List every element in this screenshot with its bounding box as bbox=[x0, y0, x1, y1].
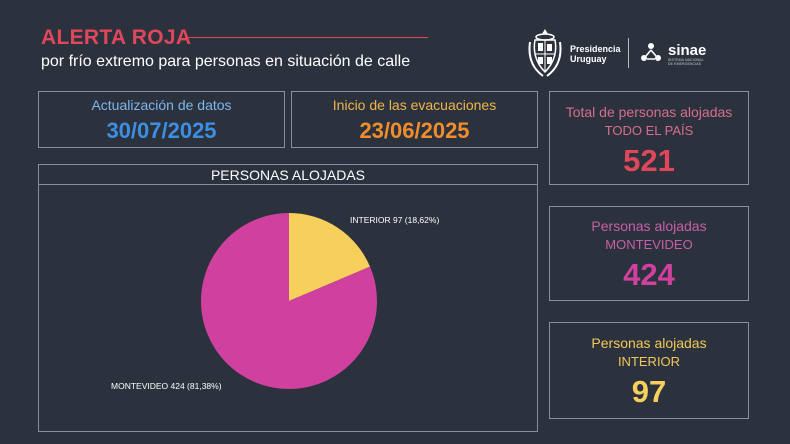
interior-value: 97 bbox=[631, 374, 667, 409]
total-label: Total de personas alojadas bbox=[565, 104, 733, 120]
update-date-label: Actualización de datos bbox=[91, 97, 232, 113]
pie-chart: INTERIOR 97 (18,62%) MONTEVIDEO 424 (81,3… bbox=[111, 213, 439, 391]
total-scope: TODO EL PAÍS bbox=[604, 123, 694, 138]
pie-slice-montevideo bbox=[201, 213, 377, 389]
interior-card: Personas alojadas INTERIOR 97 bbox=[549, 322, 749, 419]
montevideo-label: Personas alojadas bbox=[591, 218, 707, 234]
pie-chart-panel: PERSONAS ALOJADAS INTERIOR 97 (18,62%) MO… bbox=[38, 164, 538, 432]
alert-title: ALERTA ROJA bbox=[41, 26, 192, 49]
uruguay-coat-of-arms-icon bbox=[528, 29, 562, 77]
presidencia-logo-text: Presidencia Uruguay bbox=[570, 44, 621, 64]
slice-label-montevideo: MONTEVIDEO 424 (81,38%) bbox=[111, 381, 222, 391]
evacuation-start-value: 23/06/2025 bbox=[359, 118, 470, 143]
montevideo-card: Personas alojadas MONTEVIDEO 424 bbox=[549, 206, 749, 301]
pie-slice-interior bbox=[289, 213, 371, 301]
montevideo-scope: MONTEVIDEO bbox=[605, 237, 693, 252]
logo-divider bbox=[628, 38, 629, 68]
interior-scope: INTERIOR bbox=[617, 354, 681, 369]
sinae-logo-text: sinae bbox=[668, 42, 707, 59]
slice-label-interior: INTERIOR 97 (18,62%) bbox=[350, 215, 439, 225]
alert-subtitle: por frío extremo para personas en situac… bbox=[41, 53, 411, 70]
montevideo-value: 424 bbox=[623, 257, 675, 292]
sinae-logo-subtext: SISTEMA NACIONAL DE EMERGENCIAS bbox=[668, 58, 704, 66]
total-card: Total de personas alojadas TODO EL PAÍS … bbox=[549, 91, 749, 185]
chart-title: PERSONAS ALOJADAS bbox=[39, 165, 537, 185]
evacuation-start-card: Inicio de las evacuaciones 23/06/2025 bbox=[291, 91, 538, 148]
sinae-logo-icon bbox=[641, 43, 661, 61]
interior-label: Personas alojadas bbox=[591, 335, 707, 351]
logos: Presidencia Uruguay sinae SISTEMA NACION… bbox=[527, 28, 749, 80]
title-underline bbox=[188, 37, 428, 38]
evacuation-start-label: Inicio de las evacuaciones bbox=[332, 97, 497, 113]
update-date-card: Actualización de datos 30/07/2025 bbox=[38, 91, 285, 148]
update-date-value: 30/07/2025 bbox=[106, 118, 217, 143]
total-value: 521 bbox=[623, 143, 675, 178]
